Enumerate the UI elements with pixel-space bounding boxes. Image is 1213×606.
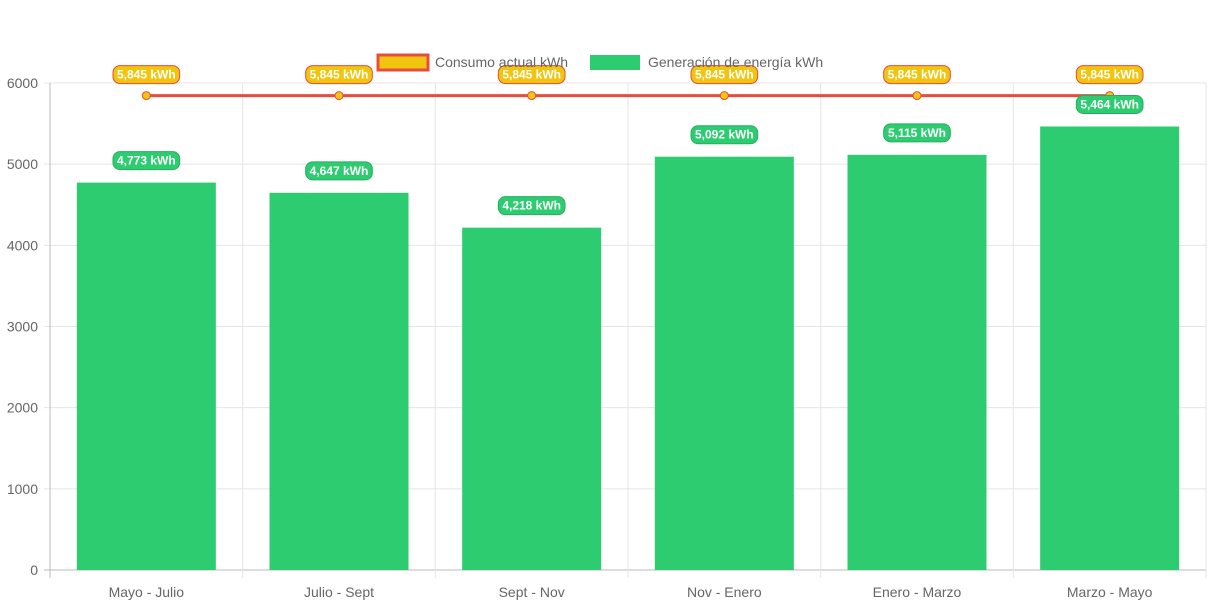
line-point: [141, 91, 151, 101]
line-point: [527, 91, 537, 101]
data-label: 5,845 kWh: [310, 68, 369, 82]
data-label-bg: [112, 65, 181, 85]
data-label-bg: [305, 161, 373, 181]
data-label-bg: [112, 151, 181, 171]
legend-label-consumo: Consumo actual kWh: [435, 54, 568, 70]
bar: [1040, 126, 1180, 570]
line-point: [334, 91, 344, 101]
data-label-bg: [497, 65, 566, 85]
data-label: 4,218 kWh: [502, 199, 561, 213]
x-tick-label: Mayo - Julio: [109, 584, 185, 600]
bar: [269, 192, 409, 571]
bar: [654, 156, 794, 570]
data-label: 5,845 kWh: [695, 68, 754, 82]
x-tick-label: Julio - Sept: [304, 584, 374, 600]
bar: [76, 182, 216, 571]
data-label-bg: [883, 123, 951, 143]
x-tick-label: Nov - Enero: [687, 584, 762, 600]
line-point: [719, 91, 729, 101]
data-label-bg: [690, 125, 759, 145]
data-label: 5,845 kWh: [117, 68, 176, 82]
data-label-bg: [497, 196, 566, 216]
data-label: 5,115 kWh: [888, 126, 946, 140]
y-tick-label: 4000: [7, 237, 38, 253]
data-label-bg: [305, 65, 373, 85]
data-label-bg: [1075, 65, 1144, 85]
data-label-bg: [1075, 95, 1144, 115]
data-label: 5,845 kWh: [502, 68, 561, 82]
data-label: 4,647 kWh: [310, 164, 369, 178]
legend-label-generacion: Generación de energía kWh: [648, 54, 823, 70]
data-label-bg: [690, 65, 759, 85]
y-tick-label: 5000: [7, 156, 38, 172]
data-label: 5,464 kWh: [1080, 98, 1139, 112]
data-label: 5,845 kWh: [888, 68, 947, 82]
x-tick-label: Sept - Nov: [499, 584, 565, 600]
bar: [462, 227, 602, 570]
data-label: 5,092 kWh: [695, 128, 754, 142]
data-label-bg: [883, 65, 951, 85]
y-tick-label: 0: [30, 562, 38, 578]
y-tick-label: 6000: [7, 75, 38, 91]
data-label: 4,773 kWh: [117, 154, 176, 168]
line-point: [912, 91, 922, 101]
x-tick-label: Enero - Marzo: [873, 584, 962, 600]
legend-swatch-consumo: [376, 53, 430, 72]
x-tick-label: Marzo - Mayo: [1067, 584, 1153, 600]
y-tick-label: 3000: [7, 319, 38, 335]
legend-swatch-generacion: [590, 55, 640, 70]
y-tick-label: 2000: [7, 400, 38, 416]
data-label: 5,845 kWh: [1080, 68, 1139, 82]
bar: [847, 154, 987, 570]
y-tick-label: 1000: [7, 481, 38, 497]
